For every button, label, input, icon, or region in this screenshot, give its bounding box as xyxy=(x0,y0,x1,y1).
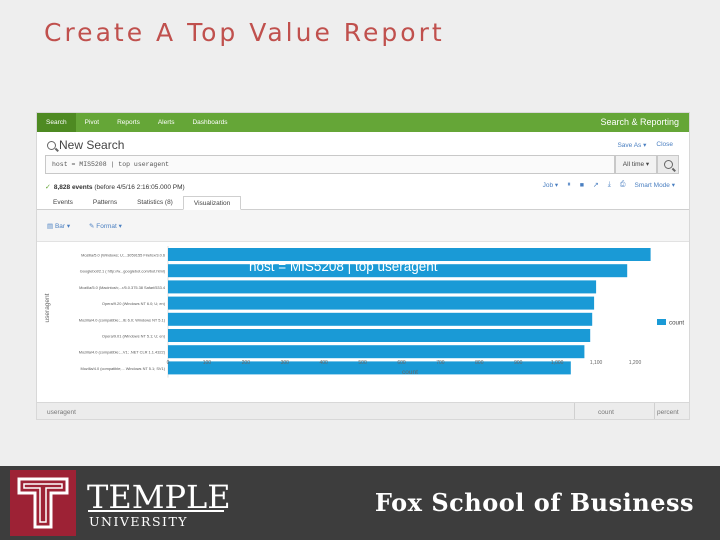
column-divider xyxy=(574,403,575,419)
job-menu[interactable]: Job ▾ xyxy=(542,182,559,189)
y-tick-label: Mozilla/5.0 (Macintosh;...r/5.0.375.38 S… xyxy=(79,285,166,290)
temple-t-logo xyxy=(10,470,76,536)
y-tick-label: Mozilla/4.0 (compatible;...IE 6.0; Windo… xyxy=(79,317,166,322)
print-icon[interactable]: ⎙ xyxy=(619,181,626,188)
bar xyxy=(168,361,571,375)
bar xyxy=(168,296,595,310)
app-bar: Search Pivot Reports Alerts Dashboards Searc… xyxy=(37,113,689,132)
close-button[interactable]: Close xyxy=(656,141,673,148)
x-tick-label: 600 xyxy=(397,360,406,366)
nav-dashboards[interactable]: Dashboards xyxy=(192,119,228,126)
y-tick-label: Opera/9.20 (Windows NT 6.0; U; en) xyxy=(102,301,166,306)
y-tick-label: Mozilla/4.0 (compatible;... Windows NT 5… xyxy=(81,366,166,371)
x-tick-label: 800 xyxy=(475,360,484,366)
search-icon xyxy=(47,140,56,150)
bar xyxy=(168,248,651,261)
bar-chart-svg: Mozilla/5.0 (Windows; U;...3059155 Firef… xyxy=(44,246,684,378)
slide-title: Create A Top Value Report xyxy=(44,18,445,47)
format-button[interactable]: ✎ Format ▾ xyxy=(89,223,122,230)
nav-reports[interactable]: Reports xyxy=(117,119,140,126)
tab-patterns[interactable]: Patterns xyxy=(92,199,118,206)
y-axis-title: useragent xyxy=(44,293,51,322)
bar xyxy=(168,264,628,278)
x-tick-label: 900 xyxy=(514,360,523,366)
app-nav: Search Pivot Reports Alerts Dashboards xyxy=(37,113,237,132)
bar xyxy=(168,280,597,294)
bar xyxy=(168,329,591,342)
x-tick-label: 1,000 xyxy=(551,360,564,366)
brand-name: TEMPLE xyxy=(87,478,231,516)
y-tick-label: Googlebot/2.1 ( http://w...googlebot.com… xyxy=(80,269,166,274)
status-row: ✓ 8,828 events (before 4/5/16 2:16:05.00… xyxy=(45,181,683,193)
x-axis-title: count xyxy=(402,369,418,376)
nav-alerts[interactable]: Alerts xyxy=(157,119,175,126)
x-tick-label: 700 xyxy=(436,360,445,366)
y-tick-label: Mozilla/4.0 (compatible;...V1; .NET CLR … xyxy=(79,350,166,355)
x-tick-label: 400 xyxy=(319,360,328,366)
event-count: 8,828 events xyxy=(53,183,93,191)
header-actions: Save As ▾ Close xyxy=(617,141,673,149)
search-input[interactable]: host = MIS5208 | top useragent xyxy=(45,155,615,174)
x-tick-label: 1,200 xyxy=(629,360,642,366)
table-footer: useragent count percent xyxy=(37,402,689,419)
format-toolbar: ▤ Bar ▾ ✎ Format ▾ xyxy=(37,210,689,242)
tab-visualization[interactable]: Visualization xyxy=(182,196,242,210)
time-range-picker[interactable]: All time ▾ xyxy=(615,155,657,174)
bar-chart: Mozilla/5.0 (Windows; U;...3059155 Firef… xyxy=(37,242,689,402)
column-header-useragent[interactable]: useragent xyxy=(47,409,76,416)
check-icon: ✓ xyxy=(45,184,51,191)
x-tick-label: 1,100 xyxy=(590,360,603,366)
stop-icon[interactable]: ■ xyxy=(579,181,584,189)
overlay-query-label: host = MIS5208 | top useragent xyxy=(249,259,438,274)
school-name: Fox School of Business xyxy=(374,488,694,517)
job-controls: Job ▾ ⏸ ■ ↗ ⤓ ⎙ Smart Mode ▾ xyxy=(543,181,675,189)
column-header-percent[interactable]: percent xyxy=(657,409,679,416)
page-title: New Search xyxy=(47,138,124,152)
bar-chart-icon: ▤ xyxy=(47,223,54,230)
export-icon[interactable]: ⤓ xyxy=(607,181,611,188)
event-detail: (before 4/5/16 2:16:05.000 PM) xyxy=(94,183,185,191)
brand-subtitle: UNIVERSITY xyxy=(89,514,189,529)
legend-swatch xyxy=(657,319,666,325)
bar xyxy=(168,312,593,326)
x-tick-label: 0 xyxy=(167,360,170,366)
column-header-count[interactable]: count xyxy=(598,409,614,416)
y-tick-label: Mozilla/5.0 (Windows; U;...3059155 Firef… xyxy=(81,253,165,258)
y-tick-label: Opera/9.01 (Windows NT 5.1; U; en) xyxy=(102,334,166,339)
search-mode-menu[interactable]: Smart Mode ▾ xyxy=(634,182,675,189)
save-as-button[interactable]: Save As ▾ xyxy=(617,142,647,149)
search-button[interactable] xyxy=(657,155,679,174)
x-tick-label: 300 xyxy=(281,360,290,366)
tab-events[interactable]: Events xyxy=(53,199,73,206)
x-tick-label: 200 xyxy=(242,360,251,366)
pause-icon[interactable]: ⏸ xyxy=(567,181,571,188)
splunk-screenshot: Search Pivot Reports Alerts Dashboards Searc… xyxy=(36,112,690,420)
app-brand[interactable]: Search & Reporting xyxy=(600,117,679,127)
nav-search[interactable]: Search xyxy=(37,113,76,132)
x-tick-label: 500 xyxy=(358,360,367,366)
legend-label: count xyxy=(669,320,684,327)
share-icon[interactable]: ↗ xyxy=(592,182,599,189)
bar xyxy=(168,345,585,359)
tab-statistics-8[interactable]: Statistics (8) xyxy=(137,199,173,206)
result-tabs: Events Patterns Statistics (8) Visualizatio… xyxy=(37,196,689,210)
x-tick-label: 100 xyxy=(203,360,212,366)
column-divider xyxy=(654,403,655,419)
chart-type-button[interactable]: ▤ Bar ▾ xyxy=(47,223,71,230)
brand-band xyxy=(0,466,720,540)
nav-pivot[interactable]: Pivot xyxy=(84,119,100,126)
pencil-icon: ✎ xyxy=(89,223,95,230)
brand-rule xyxy=(88,510,224,512)
page-title-text: New Search xyxy=(59,138,125,152)
search-icon xyxy=(663,160,673,169)
